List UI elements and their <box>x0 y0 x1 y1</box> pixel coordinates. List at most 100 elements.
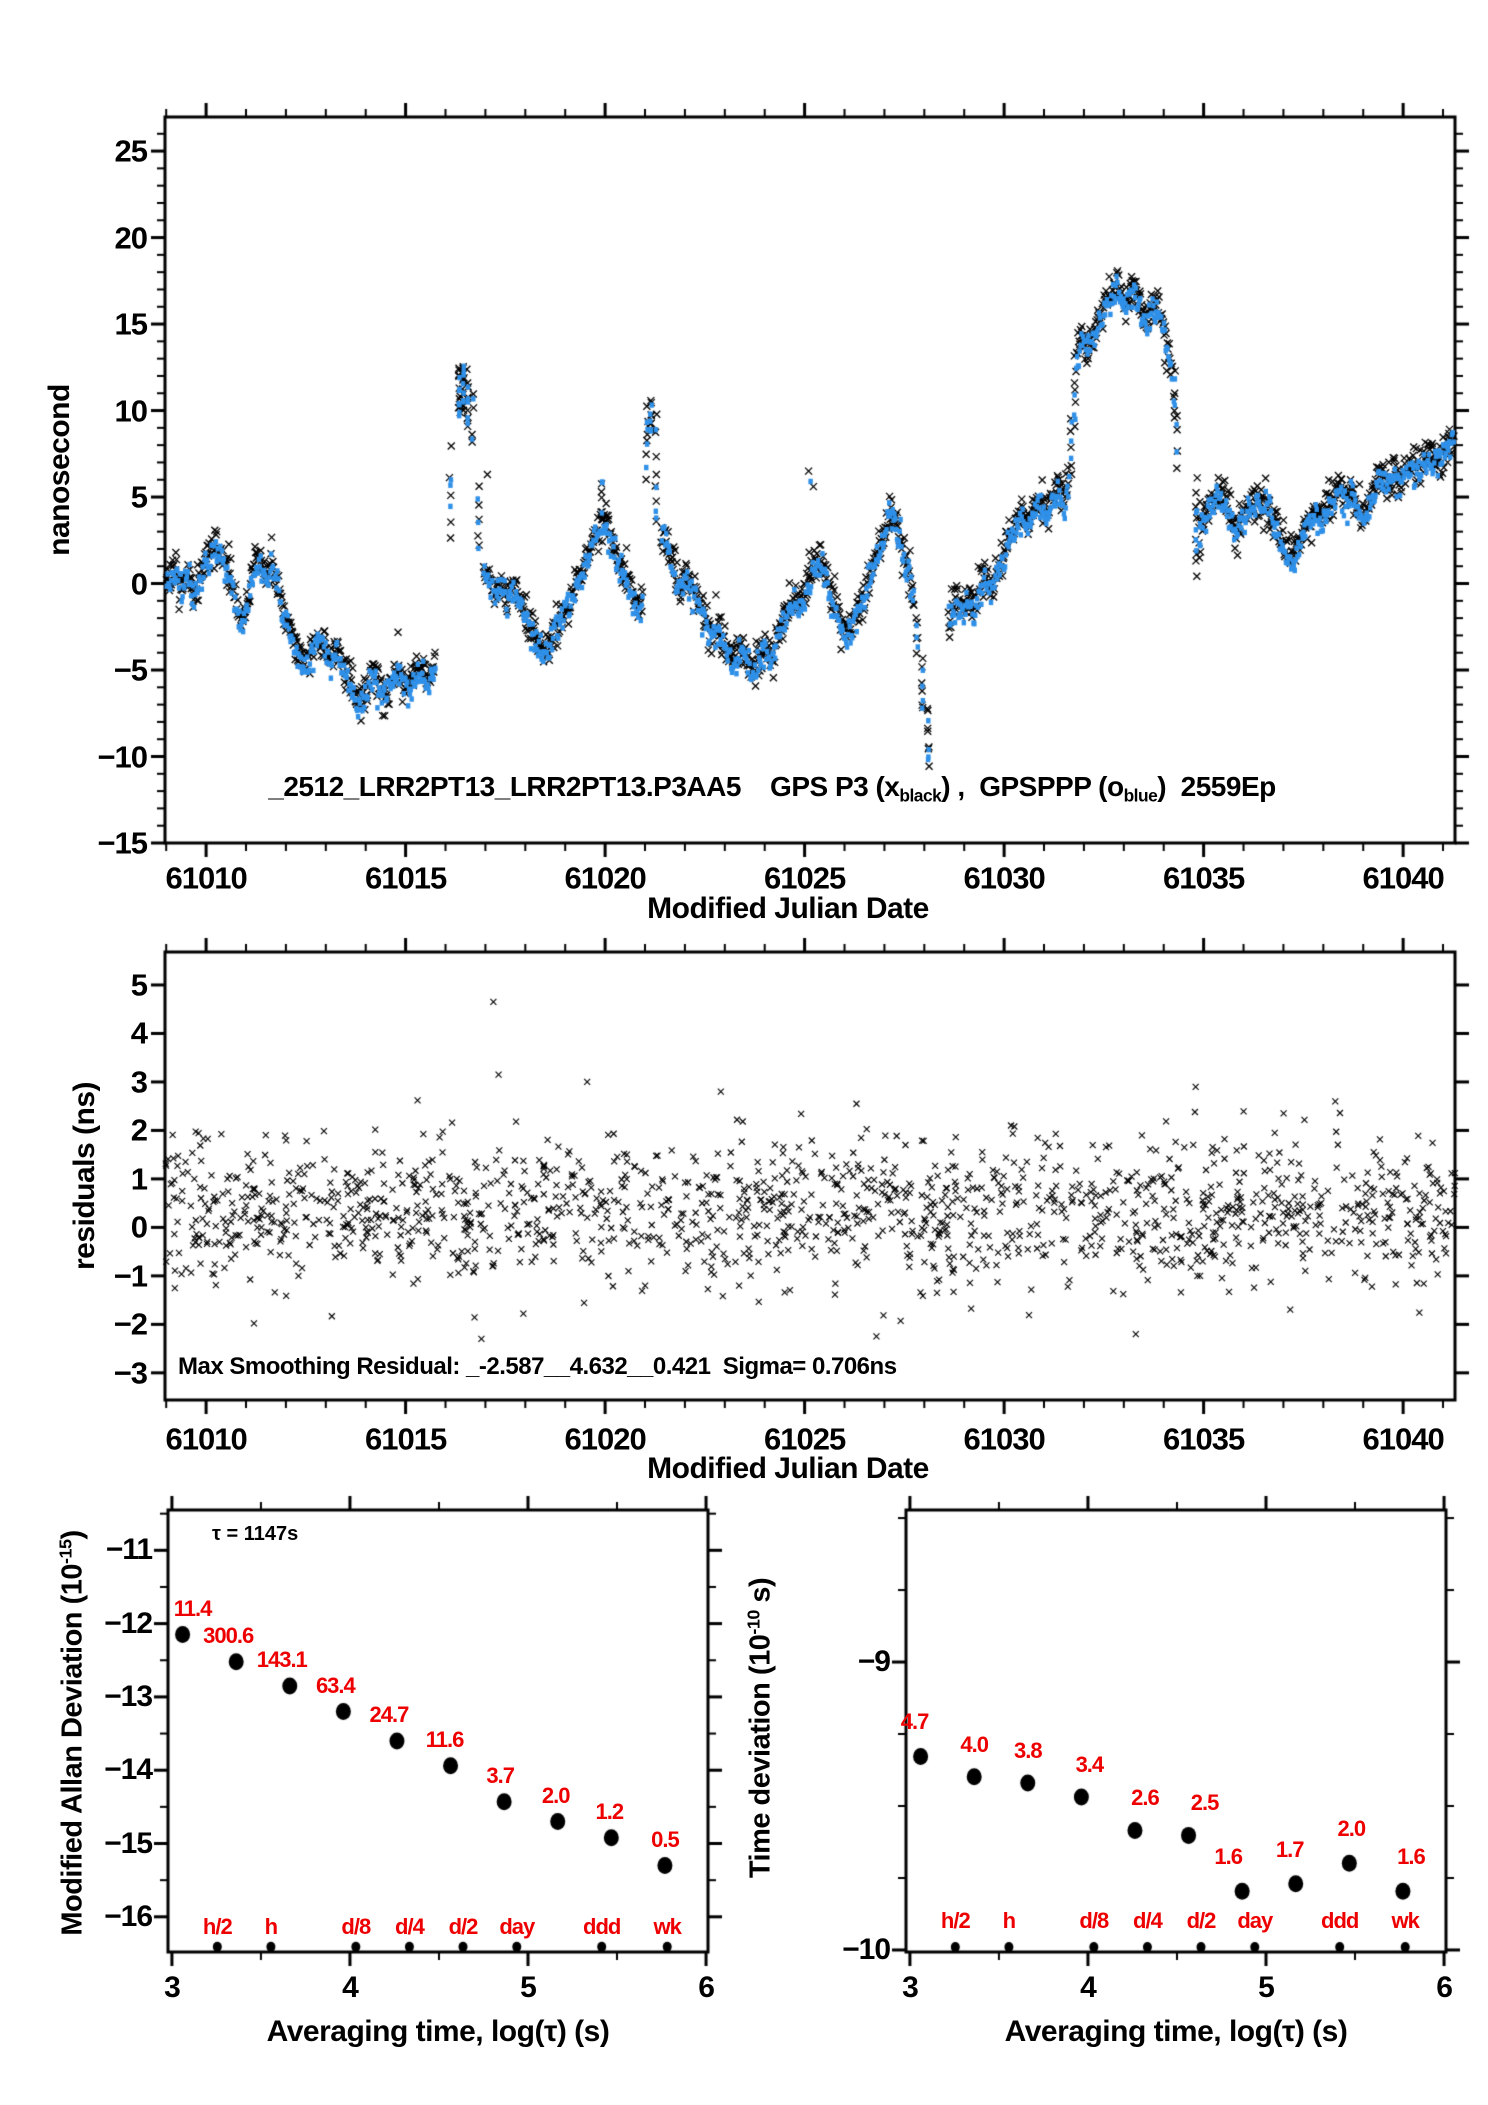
panel4-y-axis-label-text: Time deviation (10 <box>744 1634 777 1879</box>
deviation-value-label: 1.6 <box>1214 1844 1243 1870</box>
deviation-value-label: 1.2 <box>595 1798 625 1824</box>
deviation-value-label: 1.6 <box>1397 1844 1426 1870</box>
duration-label: h/2 <box>202 1914 233 1940</box>
duration-label: d/8 <box>341 1914 371 1940</box>
y-tick-label: −15 <box>97 825 148 861</box>
panel4-x-axis-label-text: τ <box>1281 2015 1295 2048</box>
y-tick-label: 2 <box>130 1112 148 1148</box>
deviation-value-label: 2.6 <box>1131 1785 1160 1811</box>
duration-label: ddd <box>1321 1908 1359 1934</box>
y-tick-label: −10 <box>842 1932 891 1966</box>
x-tick-label: 61025 <box>764 860 846 896</box>
x-tick-label: 61020 <box>564 860 646 896</box>
duration-label: d/4 <box>395 1914 425 1940</box>
panel1-title-text: _2512_LRR2PT13_LRR2PT13.P3AA5 <box>268 771 741 803</box>
panel1-x-axis-label: Modified Julian Date <box>647 892 929 925</box>
tau-annotation: τ = 1147s <box>212 1523 299 1545</box>
duration-label: day <box>499 1914 535 1940</box>
deviation-value-label: 24.7 <box>369 1701 410 1727</box>
y-tick-label: 15 <box>114 306 148 342</box>
residual-stats-annotation: Max Smoothing Residual: _-2.587__4.632__… <box>178 1353 897 1380</box>
duration-label: h/2 <box>940 1908 971 1934</box>
x-tick-label: 61035 <box>1163 860 1245 896</box>
y-tick-label: −5 <box>113 652 148 688</box>
deviation-value-label: 300.6 <box>203 1622 254 1648</box>
panel3-y-axis-label-text: Modified Allan Deviation (10 <box>56 1564 89 1936</box>
panel3-x-axis-label-text: ) (s) <box>556 2015 610 2048</box>
panel2-y-axis-label: residuals (ns) <box>68 1081 101 1271</box>
y-tick-label: 20 <box>114 220 148 256</box>
panel1-title-subscript: black <box>899 785 942 806</box>
x-tick-label: 61015 <box>364 1421 447 1457</box>
deviation-value-label: 2.0 <box>541 1782 571 1808</box>
duration-label: day <box>1237 1908 1273 1934</box>
deviation-value-label: 11.6 <box>425 1726 465 1752</box>
duration-label: d/2 <box>448 1914 479 1940</box>
y-tick-label: −14 <box>104 1753 153 1787</box>
panel3-y-axis-label-superscript: -15 <box>55 1539 76 1565</box>
y-tick-label: −9 <box>857 1645 891 1679</box>
deviation-value-label: 3.7 <box>486 1762 515 1788</box>
y-tick-label: 25 <box>114 133 148 169</box>
x-tick-label: 61040 <box>1362 860 1445 896</box>
y-tick-label: 1 <box>130 1161 148 1197</box>
y-tick-label: 4 <box>130 1015 148 1051</box>
y-tick-label: −16 <box>104 1899 153 1933</box>
y-tick-label: −13 <box>104 1679 153 1713</box>
duration-label: d/8 <box>1079 1908 1109 1934</box>
panel2-x-axis-label: Modified Julian Date <box>647 1452 929 1485</box>
x-tick-label: 61020 <box>564 1421 646 1457</box>
x-tick-label: 61010 <box>165 1421 247 1457</box>
y-tick-label: −1 <box>113 1258 148 1294</box>
y-tick-label: 0 <box>130 566 148 602</box>
deviation-value-label: 1.7 <box>1275 1836 1305 1862</box>
panel3-y-axis-label: Modified Allan Deviation (10-15) <box>55 1530 89 1936</box>
x-tick-label: 6 <box>698 1971 715 2004</box>
panel4-x-axis-label: Averaging time, log(τ) (s) <box>1005 2017 1348 2047</box>
deviation-value-label: 11.4 <box>173 1595 213 1621</box>
panel4-x-axis-label-text: ) (s) <box>1294 2015 1348 2048</box>
duration-label: d/2 <box>1186 1908 1217 1934</box>
y-tick-label: −15 <box>104 1826 153 1860</box>
deviation-value-label: 0.5 <box>651 1826 680 1852</box>
panel4-x-axis-label-text: Averaging time, log( <box>1004 2015 1283 2048</box>
duration-label: d/4 <box>1133 1908 1163 1934</box>
y-tick-label: −11 <box>105 1533 153 1567</box>
y-tick-label: −12 <box>104 1606 153 1640</box>
panel1-title-text: ) , GPSPPP (o <box>941 771 1124 803</box>
x-tick-label: 5 <box>520 1971 537 2004</box>
deviation-value-label: 4.7 <box>900 1709 930 1735</box>
x-tick-label: 61030 <box>963 860 1046 896</box>
duration-label: wk <box>1391 1908 1420 1934</box>
y-tick-label: 3 <box>130 1064 148 1100</box>
deviation-value-label: 143.1 <box>256 1646 308 1672</box>
panel3-y-axis-label-text: ) <box>56 1530 89 1540</box>
x-tick-label: 61030 <box>963 1421 1046 1457</box>
x-tick-label: 3 <box>164 1971 181 2004</box>
deviation-value-label: 3.4 <box>1075 1752 1105 1778</box>
y-tick-label: −3 <box>113 1355 148 1391</box>
y-tick-label: 5 <box>130 967 148 1003</box>
y-tick-label: −10 <box>97 739 148 774</box>
duration-label: h <box>1002 1908 1016 1934</box>
x-tick-label: 3 <box>902 1971 919 2004</box>
panel4-y-axis-label-text: s) <box>744 1577 777 1611</box>
panel1-title: _2512_LRR2PT13_LRR2PT13.P3AA5 GPS P3 (xb… <box>268 771 1276 806</box>
x-tick-label: 5 <box>1258 1971 1275 2004</box>
x-tick-label: 6 <box>1436 1971 1453 2004</box>
duration-label: ddd <box>583 1914 621 1940</box>
deviation-value-label: 4.0 <box>960 1731 989 1757</box>
x-tick-label: 61035 <box>1163 1421 1245 1457</box>
deviation-value-label: 3.8 <box>1013 1737 1043 1763</box>
panel1-title-text: GPS P3 (x <box>740 771 900 803</box>
y-tick-label: 10 <box>114 393 148 429</box>
x-tick-label: 4 <box>342 1971 359 2004</box>
x-tick-label: 61025 <box>764 1421 846 1457</box>
panel1-title-subscript: blue <box>1123 785 1158 806</box>
x-tick-label: 61015 <box>364 860 447 896</box>
deviation-value-label: 2.5 <box>1190 1790 1220 1816</box>
panel4-y-axis-label: Time deviation (10-10 s) <box>744 1577 777 1879</box>
y-tick-label: 5 <box>130 479 148 515</box>
panel1-y-axis-label: nanosecond <box>43 384 76 556</box>
